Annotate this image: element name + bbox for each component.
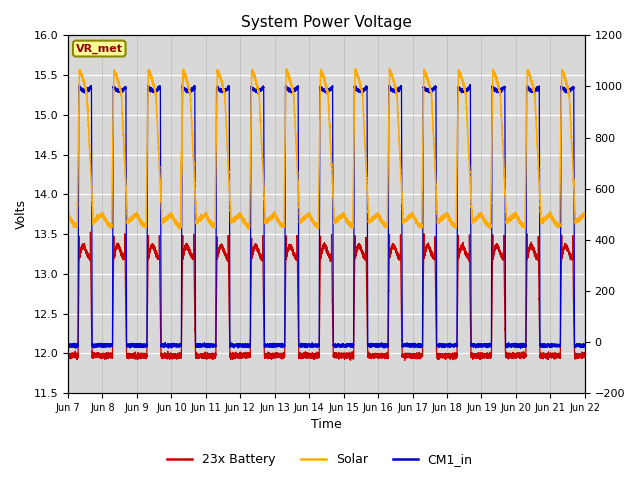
- Y-axis label: Volts: Volts: [15, 199, 28, 229]
- Legend: 23x Battery, Solar, CM1_in: 23x Battery, Solar, CM1_in: [163, 448, 477, 471]
- Title: System Power Voltage: System Power Voltage: [241, 15, 412, 30]
- X-axis label: Time: Time: [311, 419, 342, 432]
- Text: VR_met: VR_met: [76, 43, 123, 54]
